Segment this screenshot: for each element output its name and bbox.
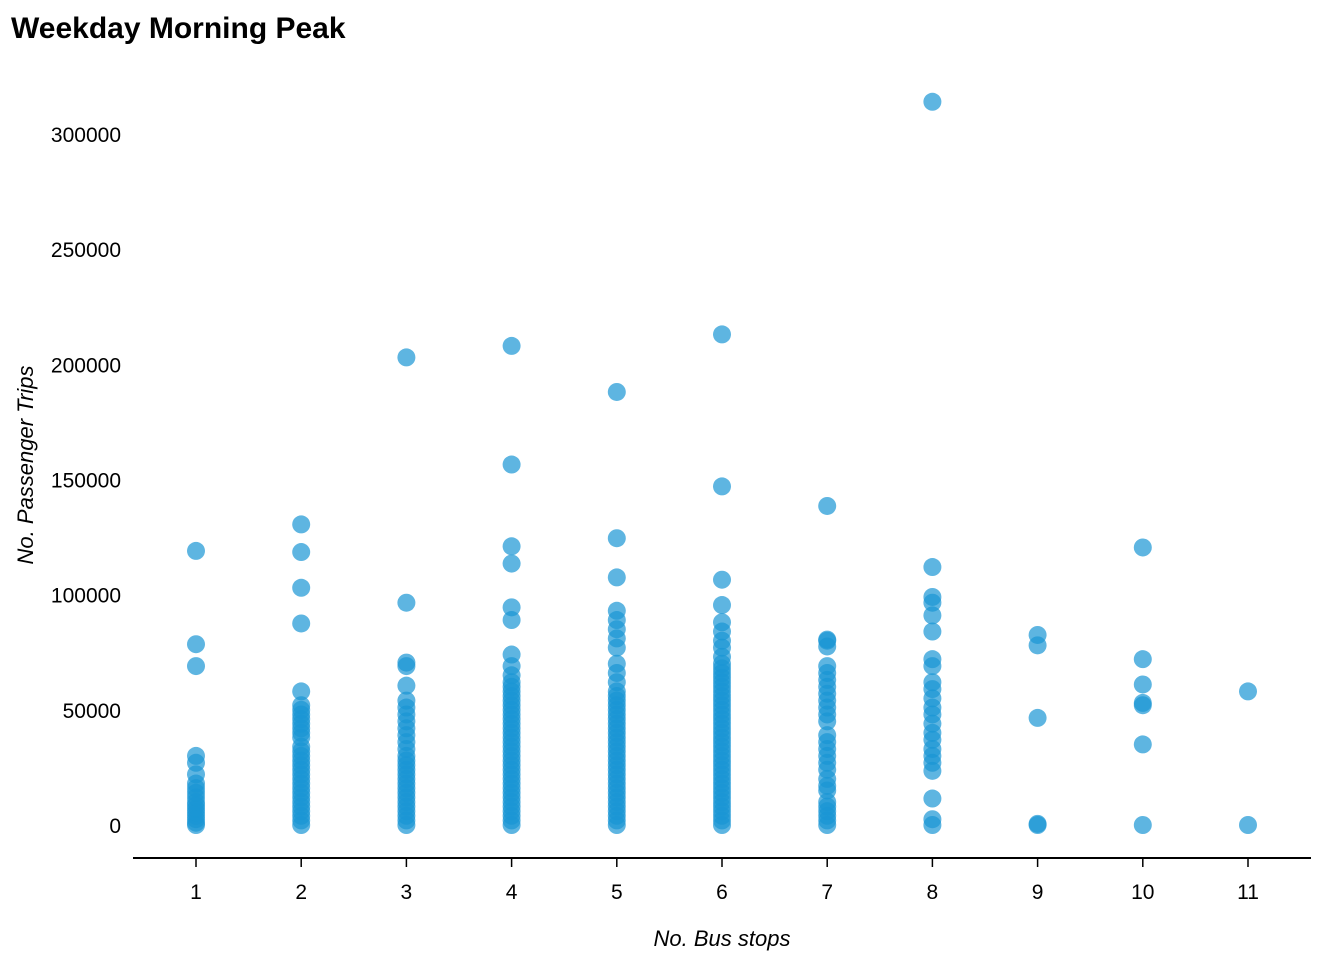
y-tick-label: 300000	[51, 124, 121, 147]
data-point	[397, 348, 416, 367]
data-point	[923, 587, 942, 606]
y-axis-label: No. Passenger Trips	[13, 366, 38, 565]
data-point	[292, 578, 311, 597]
y-tick-label: 250000	[51, 239, 121, 262]
data-point	[292, 696, 311, 715]
data-point	[713, 477, 731, 496]
data-point	[502, 598, 521, 617]
x-tick-label: 11	[1237, 881, 1259, 904]
x-axis-ticks: 1 2 3 4 5 6 7 8 9 10 11	[190, 858, 1259, 904]
data-point	[818, 657, 837, 676]
x-tick-label: 6	[716, 881, 728, 904]
data-point	[923, 558, 942, 577]
data-point	[923, 810, 942, 829]
y-tick-label: 150000	[51, 470, 121, 493]
data-point	[607, 601, 626, 620]
data-point	[397, 676, 416, 695]
data-point	[923, 789, 942, 808]
y-tick-label: 0	[109, 815, 121, 838]
data-point	[187, 746, 205, 765]
data-point	[607, 529, 626, 548]
data-point	[1133, 650, 1152, 669]
data-point	[1028, 708, 1047, 727]
data-point	[187, 657, 205, 676]
data-point	[502, 554, 521, 573]
data-point	[1133, 675, 1152, 694]
data-point	[1133, 693, 1152, 712]
x-tick-label: 3	[401, 881, 413, 904]
data-point	[502, 336, 521, 355]
data-point	[502, 611, 521, 630]
y-tick-label: 100000	[51, 585, 121, 608]
points-layer	[187, 92, 1257, 834]
data-point	[607, 568, 626, 587]
x-tick-label: 9	[1032, 881, 1044, 904]
data-point	[923, 92, 942, 111]
data-point	[292, 515, 311, 534]
data-point	[1133, 538, 1152, 557]
data-point	[502, 455, 521, 474]
x-axis-label: No. Bus stops	[654, 926, 791, 951]
data-point	[923, 622, 942, 641]
data-point	[1028, 625, 1047, 644]
data-point	[1028, 814, 1047, 833]
data-point	[607, 654, 626, 673]
data-point	[923, 606, 942, 625]
data-point	[502, 645, 521, 664]
data-point	[397, 593, 416, 612]
data-point	[187, 541, 205, 560]
data-point	[292, 543, 311, 562]
x-tick-label: 5	[611, 881, 623, 904]
data-point	[187, 635, 205, 654]
x-tick-label: 7	[821, 881, 833, 904]
data-point	[502, 537, 521, 556]
x-tick-label: 8	[927, 881, 939, 904]
data-point	[607, 382, 626, 401]
data-point	[818, 726, 837, 745]
data-point	[713, 596, 731, 615]
y-tick-label: 200000	[51, 354, 121, 377]
x-tick-label: 10	[1131, 881, 1154, 904]
data-point	[1133, 816, 1152, 834]
data-point	[292, 614, 311, 633]
data-point	[818, 496, 837, 515]
data-point	[1239, 816, 1257, 834]
y-tick-label: 50000	[63, 700, 121, 723]
data-point	[397, 653, 416, 672]
data-point	[923, 673, 942, 692]
data-point	[713, 613, 731, 632]
data-point	[397, 691, 416, 710]
x-tick-label: 2	[295, 881, 307, 904]
data-point	[1133, 735, 1152, 754]
data-point	[818, 630, 837, 649]
data-point	[1239, 682, 1257, 701]
data-point	[713, 325, 731, 344]
x-tick-label: 4	[506, 881, 518, 904]
chart-title: Weekday Morning Peak	[11, 12, 346, 45]
y-axis-ticks: 0 50000 100000 150000 200000 250000 300000	[51, 124, 121, 838]
x-tick-label: 1	[190, 881, 202, 904]
data-point	[713, 570, 731, 589]
data-point	[292, 682, 311, 701]
data-point	[923, 650, 942, 669]
